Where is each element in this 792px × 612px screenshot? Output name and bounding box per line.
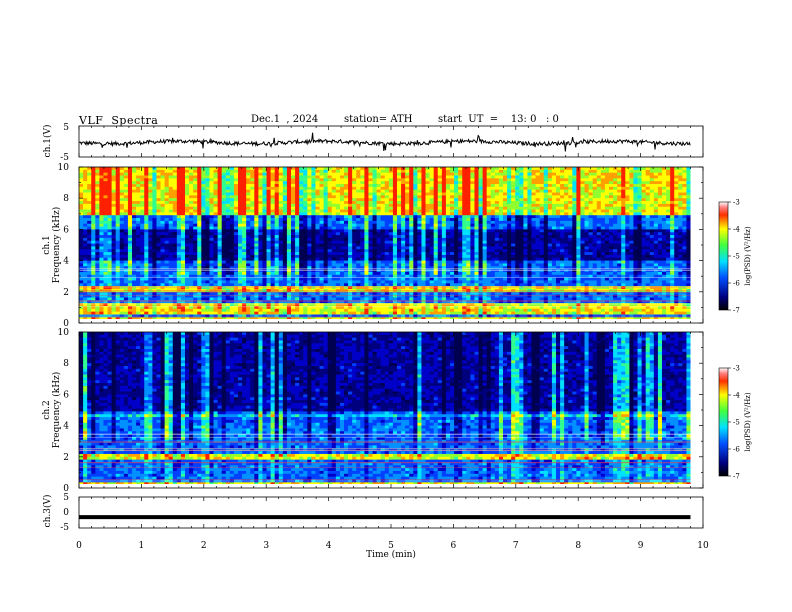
freq-tick-label: 6 (63, 390, 69, 400)
freq-tick-label: 2 (63, 288, 69, 298)
colorbar-ch2-label: log(PSD) (V²/Hz) (744, 392, 752, 451)
time-tick-label: 4 (326, 541, 332, 551)
start-time-label: start UT = 13: 0 : 0 (438, 114, 559, 125)
time-tick-label: 2 (201, 541, 207, 551)
ch3-wave-ylabel: ch.3(V) (42, 495, 53, 528)
panel-frame-3 (78, 496, 704, 529)
ch3-ytick-top: 5 (63, 493, 69, 503)
time-tick-label: 9 (638, 541, 644, 551)
station-label: station= ATH (344, 114, 413, 125)
time-tick-label: 1 (139, 541, 145, 551)
colorbar-tick-label: -7 (733, 473, 740, 481)
colorbar-tick-label: -6 (733, 446, 740, 454)
freq-tick-label: 6 (63, 225, 69, 235)
freq-tick-label: 8 (63, 359, 69, 369)
ch1-spectrogram (79, 167, 703, 323)
x-axis-label: Time (min) (366, 549, 416, 560)
freq-tick-label: 4 (63, 422, 69, 432)
axis-ticks (78, 126, 704, 528)
colorbar-tick-label: -5 (733, 419, 740, 427)
ch1-spec-yticklabels: 0 2 4 6 8 10 (58, 163, 70, 329)
colorbar-tick-label: -3 (733, 199, 740, 207)
freq-tick-label: 4 (63, 257, 69, 267)
ch1-wave-ytick-top: 5 (63, 123, 69, 133)
time-tick-label: 6 (451, 541, 457, 551)
freq-tick-label: 2 (63, 453, 69, 463)
colorbar-tick-label: -5 (733, 253, 740, 261)
colorbar-ch1-label: log(PSD) (V²/Hz) (744, 226, 752, 285)
ch1-wave-ytick-bottom: -5 (60, 153, 69, 163)
freq-tick-label: 10 (58, 163, 70, 173)
colorbar-ch2-ticklabels: -3 -4 -5 -6 -7 (728, 365, 740, 481)
freq-tick-label: 8 (63, 194, 69, 204)
colorbar-tick-label: -7 (733, 307, 740, 315)
x-axis-ticklabels: 0 1 2 3 4 5 6 7 8 9 10 (76, 541, 709, 551)
colorbar-ch2: -3 -4 -5 -6 -7 log(PSD) (V²/Hz) (718, 365, 752, 481)
freq-tick-label: 0 (63, 484, 69, 494)
date-label: Dec.1 , 2024 (251, 114, 319, 125)
time-tick-label: 8 (575, 541, 581, 551)
ch2-spectrogram (79, 332, 703, 488)
colorbar-tick-label: -4 (733, 226, 740, 234)
colorbar-ch1-gradient (719, 202, 728, 310)
ch1-spec-ylabel: ch.1 Frequency (kHz) (42, 207, 62, 284)
time-tick-label: 10 (697, 541, 709, 551)
ch3-ytick-bottom: -5 (60, 523, 69, 533)
ch2-spec-ylabel: ch.2 Frequency (kHz) (42, 372, 62, 449)
colorbar-ch1: -3 -4 -5 -6 -7 log(PSD) (V²/Hz) (718, 199, 752, 315)
ch2-spec-yticklabels: 0 2 4 6 8 10 (58, 328, 70, 494)
chart-title: VLF Spectra (79, 114, 159, 127)
colorbar-tick-label: -6 (733, 280, 740, 288)
time-tick-label: 0 (76, 541, 82, 551)
time-tick-label: 3 (263, 541, 269, 551)
ch1-waveform-trace (78, 132, 691, 152)
colorbar-tick-label: -4 (733, 392, 740, 400)
ch3-ytick-mid: 0 (63, 508, 69, 518)
freq-tick-label: 10 (58, 328, 70, 338)
time-tick-label: 5 (388, 541, 394, 551)
colorbar-ch1-ticklabels: -3 -4 -5 -6 -7 (728, 199, 740, 315)
time-tick-label: 7 (513, 541, 519, 551)
freq-tick-label: 0 (63, 319, 69, 329)
colorbar-tick-label: -3 (733, 365, 740, 373)
colorbar-ch2-gradient (719, 368, 728, 476)
ch1-wave-ylabel: ch.1(V) (42, 125, 53, 158)
